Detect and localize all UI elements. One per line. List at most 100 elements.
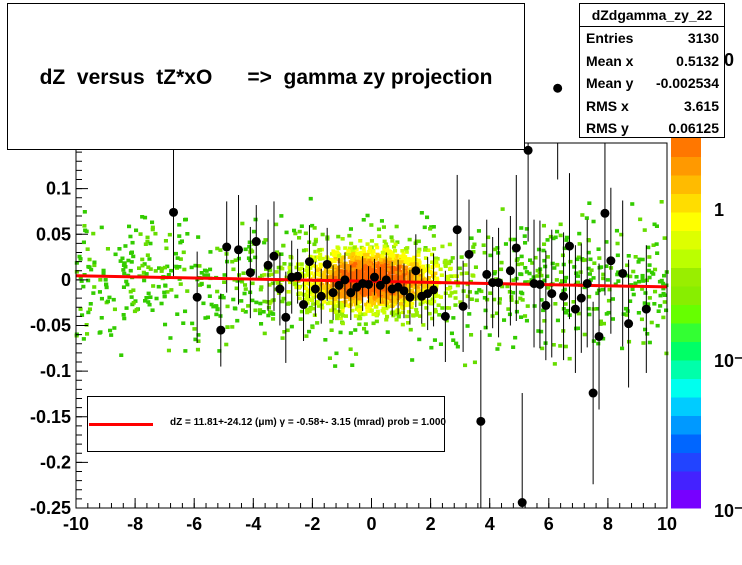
heat-cell bbox=[287, 265, 292, 270]
heat-cell bbox=[393, 274, 398, 279]
heat-cell bbox=[162, 265, 167, 270]
palette-band bbox=[671, 434, 701, 453]
palette-band bbox=[671, 452, 701, 472]
heat-cell bbox=[322, 300, 327, 304]
heat-cell bbox=[662, 273, 667, 278]
heat-cell bbox=[332, 252, 337, 256]
heat-cell bbox=[351, 259, 356, 264]
heat-cell bbox=[646, 245, 651, 250]
heat-cell bbox=[243, 310, 248, 314]
z-tick-label: 10⁻² bbox=[714, 501, 742, 521]
heat-cell bbox=[237, 273, 242, 277]
heat-cell bbox=[596, 247, 601, 251]
heat-cell bbox=[348, 331, 353, 335]
heat-cell bbox=[404, 257, 409, 262]
heat-cell bbox=[181, 250, 186, 255]
heat-cell bbox=[492, 271, 497, 276]
heat-cell bbox=[513, 335, 518, 340]
heat-cell bbox=[173, 251, 178, 256]
heat-cell bbox=[357, 260, 362, 264]
heat-cell bbox=[649, 320, 654, 325]
heat-cell bbox=[263, 238, 268, 242]
heat-cell bbox=[304, 248, 309, 252]
heat-cell bbox=[379, 219, 384, 223]
heat-cell bbox=[153, 231, 158, 236]
heat-cell bbox=[91, 291, 96, 295]
heat-cell bbox=[305, 264, 310, 269]
heat-cell bbox=[345, 282, 350, 287]
heat-cell bbox=[138, 232, 143, 236]
heat-cell bbox=[261, 310, 266, 314]
heat-cell bbox=[299, 309, 304, 314]
heat-cell bbox=[559, 279, 564, 283]
heat-cell bbox=[497, 342, 502, 347]
heat-cell bbox=[539, 273, 544, 278]
heat-cell bbox=[344, 303, 349, 308]
heat-cell bbox=[240, 221, 245, 226]
heat-cell bbox=[215, 246, 220, 251]
heat-cell bbox=[659, 200, 664, 204]
heat-cell bbox=[297, 229, 302, 234]
heat-cell bbox=[215, 289, 220, 294]
heat-cell bbox=[316, 272, 321, 277]
heat-cell bbox=[348, 246, 353, 251]
heat-cell bbox=[333, 364, 338, 368]
heat-cell bbox=[270, 281, 275, 286]
heat-cell bbox=[276, 252, 281, 256]
heat-cell bbox=[375, 309, 380, 314]
heat-cell bbox=[652, 222, 657, 227]
heat-cell bbox=[633, 255, 638, 259]
heat-cell bbox=[494, 311, 499, 316]
heat-cell bbox=[502, 318, 507, 322]
heat-cell bbox=[558, 270, 563, 274]
heat-cell bbox=[422, 285, 427, 289]
heat-cell bbox=[409, 278, 414, 282]
heat-cell bbox=[340, 313, 345, 318]
heat-cell bbox=[77, 254, 82, 259]
heat-cell bbox=[122, 261, 127, 265]
heat-cell bbox=[335, 251, 340, 256]
heat-cell bbox=[325, 301, 330, 306]
heat-cell bbox=[497, 297, 502, 301]
heat-cell bbox=[586, 238, 591, 243]
heat-cell bbox=[630, 287, 635, 291]
heat-cell bbox=[545, 255, 550, 259]
heat-cell bbox=[451, 338, 456, 342]
heat-cell bbox=[91, 231, 96, 236]
heat-cell bbox=[596, 341, 601, 346]
heat-cell bbox=[553, 235, 558, 240]
heat-cell bbox=[445, 274, 450, 279]
x-tick-label: -2 bbox=[304, 514, 320, 534]
heat-cell bbox=[562, 279, 567, 284]
heat-cell bbox=[591, 219, 596, 224]
heat-cell bbox=[384, 317, 389, 322]
heat-cell bbox=[304, 334, 309, 338]
heat-cell bbox=[467, 290, 472, 294]
heat-cell bbox=[382, 244, 387, 248]
heat-cell bbox=[662, 236, 667, 240]
heat-cell bbox=[392, 245, 397, 249]
profile-point bbox=[511, 243, 521, 253]
heat-cell bbox=[166, 348, 171, 353]
heat-cell bbox=[651, 243, 656, 247]
heat-cell bbox=[340, 305, 345, 309]
heat-cell bbox=[317, 267, 322, 272]
profile-point bbox=[364, 279, 374, 289]
profile-point bbox=[452, 225, 462, 235]
heat-cell bbox=[81, 284, 86, 289]
heat-cell bbox=[122, 271, 127, 276]
heat-cell bbox=[214, 312, 219, 317]
heat-cell bbox=[568, 259, 573, 264]
palette-band bbox=[671, 230, 701, 250]
heat-cell bbox=[401, 294, 406, 299]
heat-cell bbox=[92, 260, 97, 265]
heat-cell bbox=[385, 304, 390, 309]
heat-cell bbox=[451, 316, 456, 320]
heat-cell bbox=[584, 216, 589, 220]
profile-point bbox=[192, 292, 202, 302]
heat-cell bbox=[381, 225, 386, 229]
heat-cell bbox=[177, 223, 182, 227]
heat-cell bbox=[483, 308, 488, 313]
heat-cell bbox=[395, 269, 400, 274]
heat-cell bbox=[438, 267, 443, 272]
